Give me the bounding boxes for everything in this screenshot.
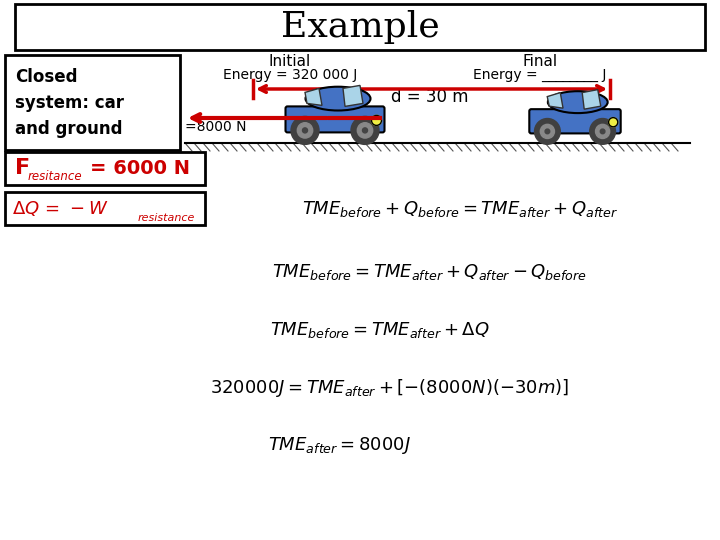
Text: $320000J = TME_{after} + [-(8000N)(-30m)]$: $320000J = TME_{after} + [-(8000N)(-30m)… <box>210 377 570 399</box>
Text: Energy = ________ J: Energy = ________ J <box>473 68 607 82</box>
Text: Final: Final <box>523 55 557 70</box>
Polygon shape <box>343 85 363 106</box>
FancyBboxPatch shape <box>286 106 384 132</box>
Text: Initial: Initial <box>269 55 311 70</box>
Bar <box>5 192 205 225</box>
Text: =8000 N: =8000 N <box>185 120 246 134</box>
Text: resitance: resitance <box>28 171 83 184</box>
Text: = 6000 N: = 6000 N <box>90 159 190 178</box>
Circle shape <box>302 128 307 133</box>
FancyBboxPatch shape <box>529 109 621 133</box>
Text: $TME_{before} = TME_{after} + Q_{after} - Q_{before}$: $TME_{before} = TME_{after} + Q_{after} … <box>272 262 588 282</box>
Bar <box>5 152 205 185</box>
Circle shape <box>590 118 616 144</box>
Circle shape <box>600 129 605 134</box>
Circle shape <box>297 123 312 138</box>
Polygon shape <box>547 92 563 108</box>
Circle shape <box>540 124 554 138</box>
Circle shape <box>291 117 319 144</box>
Ellipse shape <box>548 91 608 113</box>
Circle shape <box>545 129 549 134</box>
Text: $TME_{after} = 8000J$: $TME_{after} = 8000J$ <box>269 435 412 456</box>
Bar <box>5 55 180 150</box>
Ellipse shape <box>305 87 371 111</box>
Bar <box>15 4 705 50</box>
Text: $\mathbf{F}$: $\mathbf{F}$ <box>14 158 30 178</box>
Circle shape <box>534 118 560 144</box>
Text: $TME_{before} + Q_{before} = TME_{after} + Q_{after}$: $TME_{before} + Q_{before} = TME_{after}… <box>302 199 618 219</box>
Polygon shape <box>305 89 322 105</box>
Polygon shape <box>582 90 600 109</box>
Text: d = 30 m: d = 30 m <box>391 88 469 106</box>
Circle shape <box>372 116 382 125</box>
Circle shape <box>595 124 610 138</box>
Text: Example: Example <box>281 10 439 44</box>
Circle shape <box>608 118 618 127</box>
Text: $\Delta Q\, =\, -W$: $\Delta Q\, =\, -W$ <box>12 199 109 219</box>
Circle shape <box>357 123 373 138</box>
Text: Closed
system: car
and ground: Closed system: car and ground <box>15 68 124 138</box>
Circle shape <box>362 128 367 133</box>
Text: resistance: resistance <box>138 213 195 223</box>
Text: Energy = 320 000 J: Energy = 320 000 J <box>223 68 357 82</box>
Text: $TME_{before} = TME_{after} + \Delta Q$: $TME_{before} = TME_{after} + \Delta Q$ <box>270 320 490 340</box>
Circle shape <box>351 117 379 144</box>
